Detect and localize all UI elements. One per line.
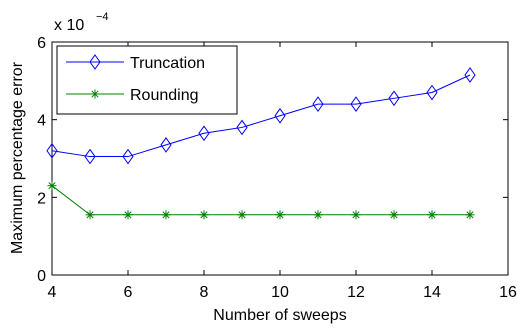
data-point-rounding xyxy=(313,210,323,220)
legend-box xyxy=(56,45,238,115)
y-multiplier-base: x 10 xyxy=(54,17,84,34)
series-line-truncation xyxy=(51,74,471,158)
x-tick-label: 8 xyxy=(200,284,209,301)
y-axis-label: Maximum percentage error xyxy=(9,61,26,254)
data-point-truncation xyxy=(84,148,96,165)
y-multiplier-exponent: −4 xyxy=(96,11,109,23)
data-point-rounding xyxy=(85,210,95,220)
data-point-rounding xyxy=(389,210,399,220)
x-tick-label: 14 xyxy=(423,284,441,301)
x-tick-label: 12 xyxy=(347,284,365,301)
x-tick-label: 6 xyxy=(124,284,133,301)
x-axis-label: Number of sweeps xyxy=(213,307,346,324)
series-layer xyxy=(46,67,476,220)
legend: Truncation Rounding xyxy=(56,45,238,115)
y-tick-label: 4 xyxy=(37,113,46,130)
y-tick-label: 6 xyxy=(37,35,46,52)
y-tick-label: 0 xyxy=(37,268,46,285)
data-point-truncation xyxy=(388,90,400,107)
series-line-rounding xyxy=(51,185,470,216)
data-point-rounding xyxy=(47,181,57,191)
data-point-rounding xyxy=(199,210,209,220)
x-tick-label: 4 xyxy=(48,284,57,301)
data-point-rounding xyxy=(427,210,437,220)
legend-label: Rounding xyxy=(130,87,199,104)
data-point-truncation xyxy=(350,96,362,112)
y-tick-label: 2 xyxy=(37,190,46,207)
data-point-rounding xyxy=(351,210,361,220)
data-point-truncation xyxy=(236,119,248,136)
data-point-truncation xyxy=(122,148,134,165)
x-tick-label: 10 xyxy=(271,284,289,301)
data-point-rounding xyxy=(465,210,475,220)
data-point-rounding xyxy=(275,210,285,220)
axis-ticks xyxy=(51,41,509,276)
legend-marker xyxy=(90,89,100,99)
data-point-truncation xyxy=(46,142,58,159)
legend-label: Truncation xyxy=(130,55,205,72)
legend-item-rounding: Rounding xyxy=(66,87,199,104)
data-point-truncation xyxy=(274,107,286,124)
data-point-truncation xyxy=(426,84,438,101)
data-point-rounding xyxy=(123,210,133,220)
data-point-truncation xyxy=(464,67,476,83)
x-tick-label: 16 xyxy=(499,284,517,301)
data-point-truncation xyxy=(160,137,172,153)
data-point-rounding xyxy=(237,210,247,220)
y-multiplier: x 10 −4 xyxy=(54,11,109,34)
legend-marker xyxy=(89,54,101,70)
tick-labels: 4 6 8 10 12 14 16 0 2 4 6 xyxy=(37,35,517,301)
data-point-truncation xyxy=(198,125,210,142)
data-point-truncation xyxy=(312,96,324,112)
legend-item-truncation: Truncation xyxy=(66,54,205,72)
data-point-rounding xyxy=(161,210,171,220)
